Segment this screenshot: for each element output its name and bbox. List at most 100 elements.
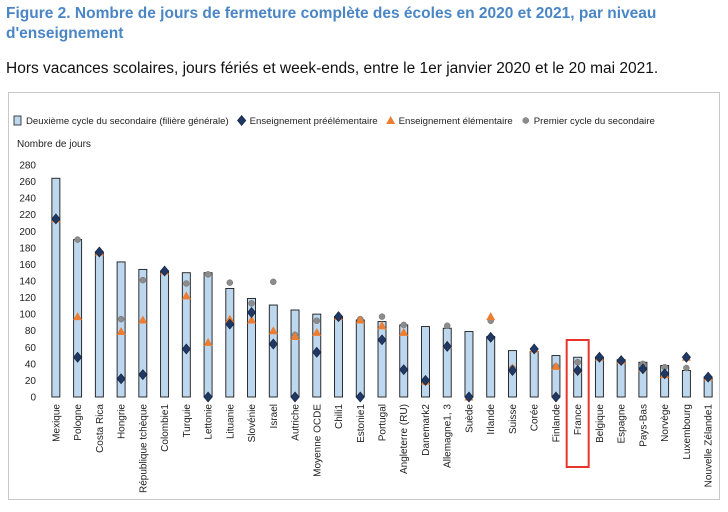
legend-diamond-swatch	[237, 115, 247, 126]
triangle-marker-république-tch-que	[138, 315, 148, 324]
bar-costa-rica	[94, 251, 104, 398]
chart-frame: Deuxième cycle du secondaire (filière gé…	[8, 92, 720, 500]
bar-finlande	[551, 355, 561, 398]
x-tick-label: Corée	[530, 404, 541, 432]
bar-israel	[268, 304, 278, 398]
bar-autriche	[290, 309, 300, 398]
chart-svg: Deuxième cycle du secondaire (filière gé…	[13, 115, 715, 493]
legend-bar-swatch	[13, 115, 22, 126]
legend-label: Deuxième cycle du secondaire (filière gé…	[26, 116, 229, 127]
triangle-marker-autriche	[290, 332, 300, 341]
x-tick-label: France	[573, 404, 584, 436]
x-tick-label: Suède	[464, 404, 475, 433]
triangle-marker-lettonie	[203, 337, 213, 346]
x-tick-label: Costa Rica	[95, 404, 106, 453]
bar-corée	[529, 350, 539, 398]
triangle-marker-hongrie	[116, 327, 126, 336]
y-tick-label: 260	[19, 177, 36, 188]
diamond-marker-turquie	[181, 343, 191, 355]
legend-label: Enseignement élémentaire	[399, 116, 513, 127]
x-tick-label: Allemagne1, 3	[443, 404, 454, 468]
triangle-marker-portugal	[377, 321, 387, 330]
y-tick-label: 0	[30, 393, 36, 404]
triangle-marker-pologne	[73, 312, 83, 321]
y-tick-label: 140	[19, 277, 36, 288]
triangle-marker-moyenne-ocde	[312, 327, 322, 336]
triangle-marker-estonie1	[355, 315, 365, 324]
circle-marker-lituanie	[226, 279, 234, 286]
diamond-marker-luxembourg	[681, 351, 691, 363]
x-tick-label: Luxembourg	[682, 404, 693, 460]
diamond-marker-portugal	[377, 334, 387, 346]
diamond-marker-france	[573, 365, 583, 376]
y-tick-label: 80	[25, 326, 37, 337]
x-tick-label: Nouvelle Zélande1	[704, 404, 715, 488]
diamond-marker-corée	[529, 343, 539, 355]
circle-marker-luxembourg	[683, 364, 690, 372]
legend-circle-swatch	[522, 117, 530, 124]
y-tick-label: 60	[25, 343, 37, 354]
x-tick-label: Lettonie	[204, 404, 215, 440]
diamond-marker-lettonie	[203, 391, 213, 403]
diamond-marker-estonie1	[355, 391, 365, 403]
diamond-marker-lituanie	[225, 318, 235, 330]
diamond-marker-pologne	[73, 351, 83, 363]
diamond-marker-belgique	[594, 351, 605, 363]
x-tick-label: République tchèque	[138, 404, 149, 493]
x-tick-label: Norvège	[660, 404, 671, 442]
y-tick-label: 240	[19, 194, 36, 205]
triangle-marker-angleterre-ru-	[399, 327, 409, 336]
y-tick-label: 200	[19, 227, 36, 238]
circle-marker-lettonie	[204, 271, 212, 278]
x-tick-label: Espagne	[617, 404, 628, 444]
bar-allemagne1-3	[442, 327, 452, 398]
circle-marker-france	[574, 358, 581, 366]
diamond-marker-pays-bas	[638, 363, 648, 375]
triangle-marker-irlande	[486, 312, 496, 321]
triangle-marker-slovénie	[247, 315, 257, 324]
bar-irlande	[486, 336, 496, 398]
x-tick-label: Colombie1	[160, 404, 171, 452]
diamond-marker-angleterre-ru-	[399, 364, 409, 376]
bar-lettonie	[203, 272, 213, 398]
diamond-marker-costa-rica	[94, 246, 104, 258]
x-tick-label: Chili1	[334, 404, 345, 429]
legend-label: Premier cycle du secondaire	[534, 116, 655, 127]
x-tick-label: Pays-Bas	[638, 404, 649, 447]
x-tick-label: Mexique	[51, 404, 62, 442]
chart-legend: Deuxième cycle du secondaire (filière gé…	[13, 115, 655, 127]
y-tick-label: 180	[19, 243, 36, 254]
diamond-marker-mexique	[51, 213, 61, 225]
x-tick-label: Turquie	[182, 404, 193, 438]
circle-marker-république-tch-que	[139, 276, 147, 284]
x-tick-label: Angleterre (RU)	[399, 404, 410, 474]
x-tick-label: Hongrie	[117, 404, 128, 439]
bar-estonie1	[355, 319, 365, 398]
y-tick-label: 40	[25, 359, 37, 370]
diamond-marker-espagne	[616, 355, 626, 367]
diamond-marker-finlande	[551, 391, 561, 403]
bar-luxembourg	[681, 370, 691, 398]
diamond-marker-israel	[268, 338, 278, 350]
bar-turquie	[181, 272, 191, 398]
x-tick-label: Irlande	[486, 404, 497, 435]
diamond-marker-moyenne-ocde	[312, 346, 322, 358]
bar-belgique	[594, 356, 604, 398]
y-tick-label: 280	[19, 161, 36, 172]
y-axis: 0 20 40 60 80 100 120 140 160 180 200 220 240 260 280	[19, 161, 36, 404]
bar-colombie1	[160, 270, 170, 398]
x-tick-label: Belgique	[595, 404, 606, 443]
figure-subtitle: Hors vacances scolaires, jours fériés et…	[6, 60, 659, 77]
circle-marker-israel	[270, 278, 277, 286]
bar-danemark2	[421, 326, 430, 398]
circle-marker-allemagne1-3	[443, 322, 451, 329]
x-tick-label: Israel	[269, 404, 280, 428]
circle-marker-moyenne-ocde	[313, 317, 321, 325]
x-tick-label: Pologne	[73, 404, 84, 441]
diamond-marker-irlande	[486, 331, 496, 343]
bar-lituanie	[225, 288, 235, 398]
triangle-marker-turquie	[181, 291, 191, 300]
bar-su-de	[464, 331, 474, 398]
triangle-marker-finlande	[551, 361, 561, 370]
bar-mexique	[51, 177, 61, 398]
